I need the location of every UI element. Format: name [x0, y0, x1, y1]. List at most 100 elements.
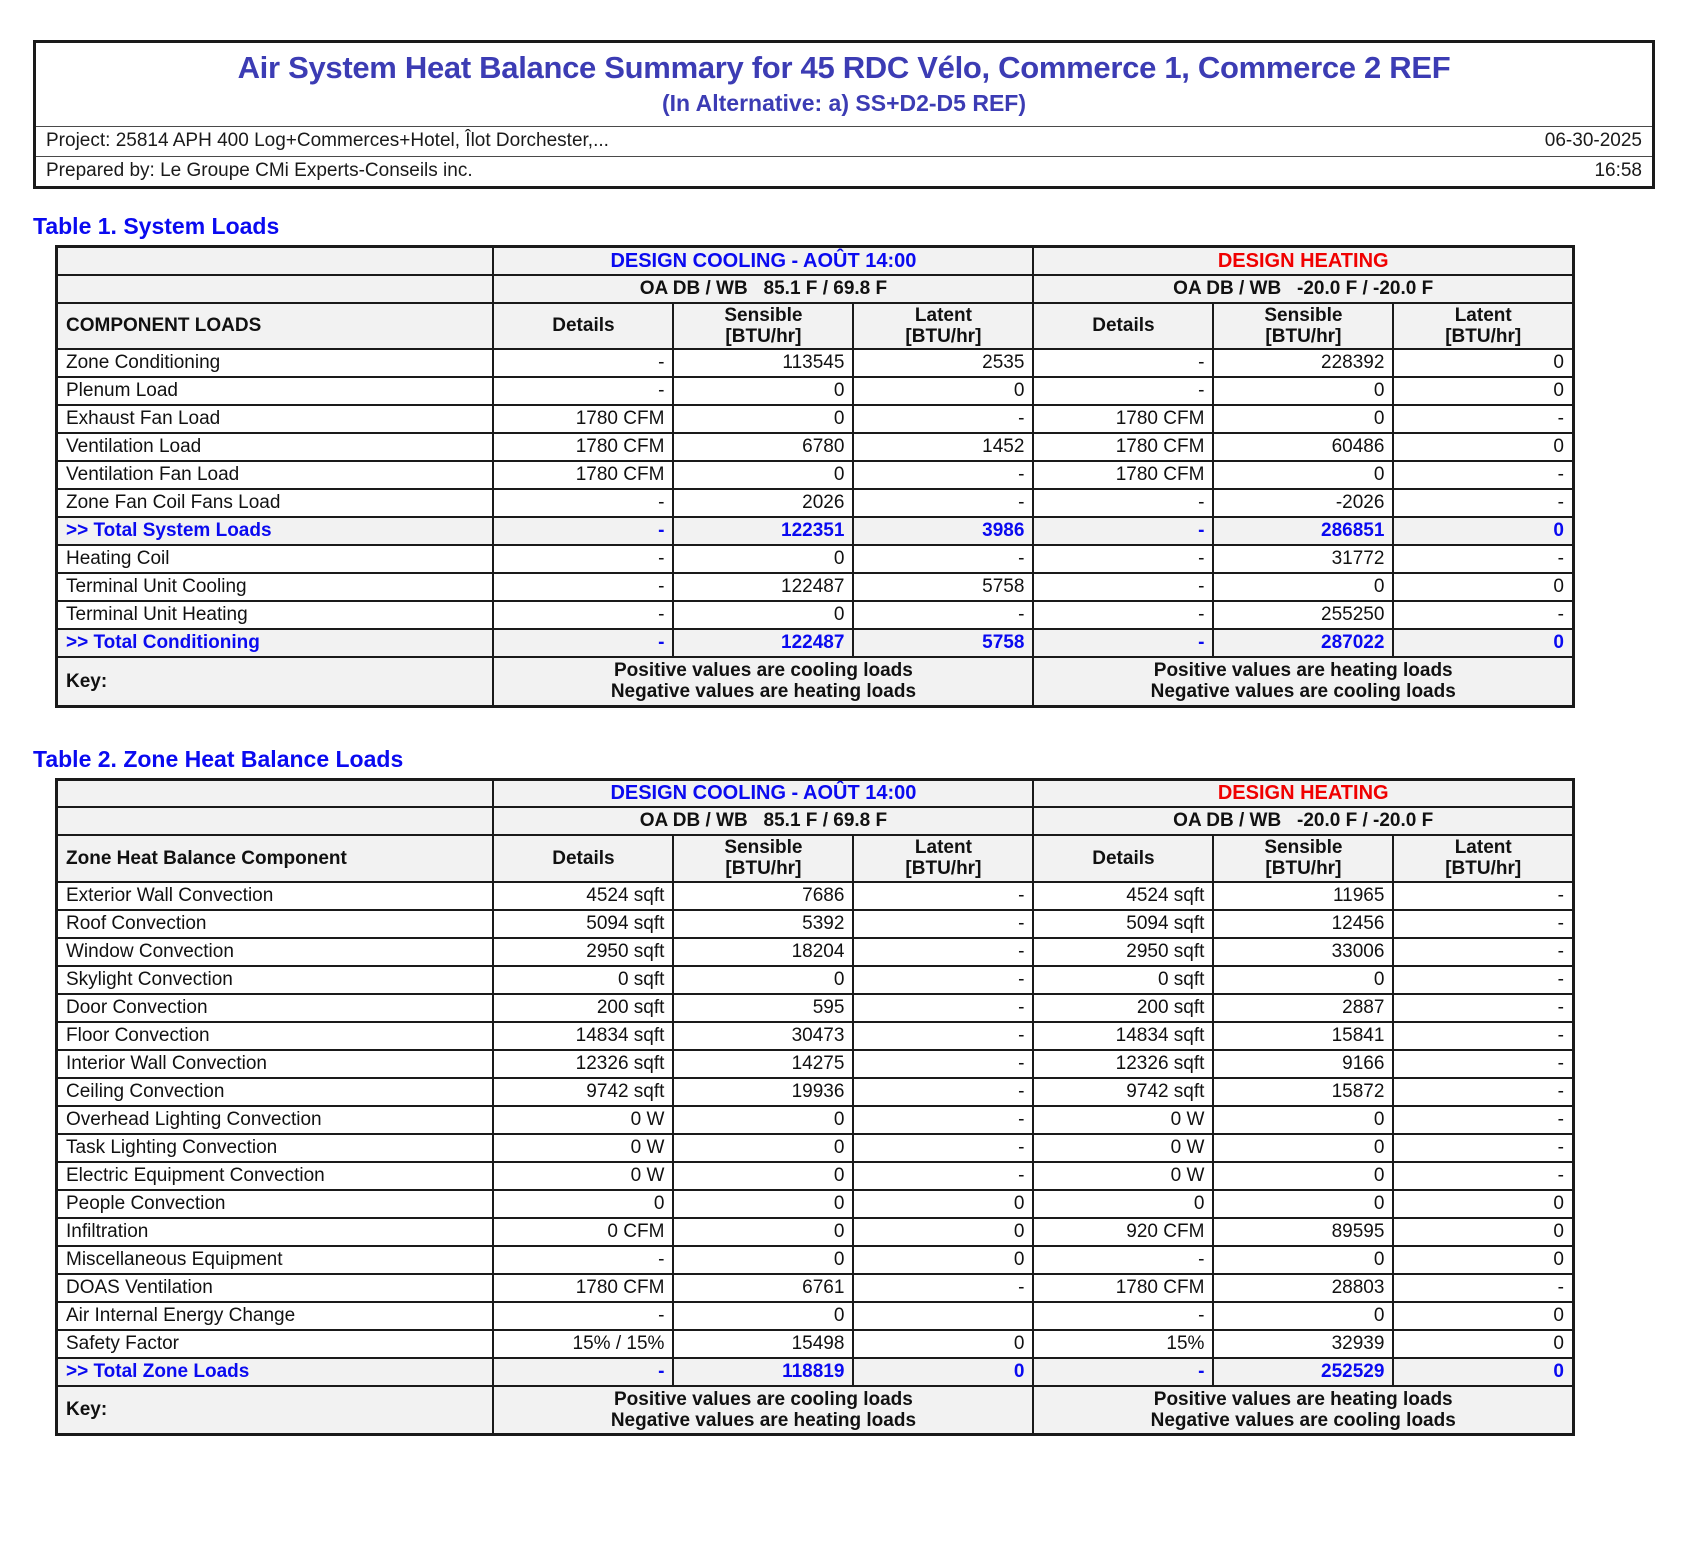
value-cell: 4524 sqft [492, 880, 675, 911]
value-cell: 0 [1212, 1300, 1395, 1331]
heating-key-text: Positive values are heating loads Negati… [1032, 1384, 1575, 1436]
value-cell: 0 [852, 1188, 1035, 1219]
value-cell: - [1032, 1244, 1215, 1275]
table-row: Window Convection 2950 sqft 18204-2950 sqf… [55, 936, 1575, 967]
value-cell: - [1392, 600, 1575, 631]
latent-column-header: Latent [BTU/hr] [1392, 834, 1575, 883]
value-cell: - [1392, 992, 1575, 1023]
value-cell: - [1032, 516, 1215, 547]
value-cell: 2950 sqft [1032, 936, 1215, 967]
table-row: Roof Convection 5094 sqft 5392-5094 sqft 12… [55, 908, 1575, 939]
value-cell: - [852, 1104, 1035, 1135]
value-cell: 0 W [492, 1104, 675, 1135]
value-cell: - [1392, 1272, 1575, 1303]
report-date: 06-30-2025 [1544, 130, 1642, 151]
value-cell: 1780 CFM [1032, 1272, 1215, 1303]
design-heating-header: DESIGN HEATING [1032, 778, 1575, 809]
value-cell: - [492, 1356, 675, 1387]
value-cell: 0 [672, 964, 855, 995]
value-cell: - [1032, 348, 1215, 379]
table-row: Heating Coil -0- -31772- [55, 544, 1575, 575]
value-cell: 122351 [672, 516, 855, 547]
value-cell: 0 [1212, 964, 1395, 995]
value-cell: 0 CFM [492, 1216, 675, 1247]
value-cell: - [852, 488, 1035, 519]
value-cell [852, 1300, 1035, 1331]
key-label: Key: [55, 656, 495, 708]
value-cell: 287022 [1212, 628, 1395, 659]
row-label: Door Convection [55, 992, 495, 1023]
value-cell: - [852, 880, 1035, 911]
row-label: Electric Equipment Convection [55, 1160, 495, 1191]
value-cell: 0 [852, 1216, 1035, 1247]
value-cell: - [492, 628, 675, 659]
project-label: Project: 25814 APH 400 Log+Commerces+Hot… [46, 130, 609, 151]
value-cell: - [852, 964, 1035, 995]
value-cell: - [1392, 1104, 1575, 1135]
value-cell: 5094 sqft [1032, 908, 1215, 939]
value-cell: - [1032, 376, 1215, 407]
value-cell: 0 [672, 1188, 855, 1219]
oa-header-row: OA DB / WB 85.1 F / 69.8 F OA DB / WB -2… [55, 273, 1575, 304]
value-cell: - [1392, 1076, 1575, 1107]
value-cell: 9742 sqft [492, 1076, 675, 1107]
table-row: Exhaust Fan Load 1780 CFM 0-1780 CFM 0- [55, 404, 1575, 435]
value-cell: 9166 [1212, 1048, 1395, 1079]
value-cell: - [852, 936, 1035, 967]
value-cell: - [852, 1132, 1035, 1163]
value-cell: 2026 [672, 488, 855, 519]
table-row: Terminal Unit Cooling -122487 5758-0 0 [55, 572, 1575, 603]
row-label: People Convection [55, 1188, 495, 1219]
value-cell: - [492, 348, 675, 379]
row-label: Air Internal Energy Change [55, 1300, 495, 1331]
value-cell: 5392 [672, 908, 855, 939]
value-cell: 0 [672, 1160, 855, 1191]
value-cell: - [852, 600, 1035, 631]
row-label: Exhaust Fan Load [55, 404, 495, 435]
value-cell: - [852, 1272, 1035, 1303]
sensible-column-header: Sensible [BTU/hr] [672, 834, 855, 883]
value-cell: 122487 [672, 572, 855, 603]
value-cell: - [1032, 488, 1215, 519]
value-cell: 0 [1212, 376, 1395, 407]
value-cell: - [852, 460, 1035, 491]
value-cell: - [1392, 1048, 1575, 1079]
value-cell: 0 [1392, 572, 1575, 603]
value-cell: 0 [1392, 1244, 1575, 1275]
blank-cell [55, 273, 495, 304]
value-cell: - [852, 1048, 1035, 1079]
row-label: Miscellaneous Equipment [55, 1244, 495, 1275]
value-cell: 15498 [672, 1328, 855, 1359]
row-label: >> Total Conditioning [55, 628, 495, 659]
total-row: >> Total Zone Loads -118819 0-252529 0 [55, 1356, 1575, 1387]
value-cell: 920 CFM [1032, 1216, 1215, 1247]
row-label: Floor Convection [55, 1020, 495, 1051]
value-cell: 9742 sqft [1032, 1076, 1215, 1107]
value-cell: 286851 [1212, 516, 1395, 547]
sensible-column-header: Sensible [BTU/hr] [1212, 834, 1395, 883]
total-row: >> Total System Loads -122351 3986-286851 0 [55, 516, 1575, 547]
latent-column-header: Latent [BTU/hr] [852, 834, 1035, 883]
value-cell: 0 [672, 404, 855, 435]
row-label: Roof Convection [55, 908, 495, 939]
season-header-row: DESIGN COOLING - AOÛT 14:00 DESIGN HEATI… [55, 245, 1575, 276]
season-header-row: DESIGN COOLING - AOÛT 14:00 DESIGN HEATI… [55, 778, 1575, 809]
value-cell: - [1032, 544, 1215, 575]
value-cell: - [1392, 460, 1575, 491]
table-row: DOAS Ventilation 1780 CFM 6761-1780 CFM 288… [55, 1272, 1575, 1303]
value-cell: 6780 [672, 432, 855, 463]
heating-oa-conditions: OA DB / WB -20.0 F / -20.0 F [1032, 806, 1575, 837]
value-cell: 1780 CFM [492, 432, 675, 463]
value-cell: - [1032, 628, 1215, 659]
table-row: Zone Conditioning -113545 2535-228392 0 [55, 348, 1575, 379]
value-cell: - [852, 1160, 1035, 1191]
value-cell: 0 [1212, 1244, 1395, 1275]
value-cell: 0 [852, 1356, 1035, 1387]
column-header-row: COMPONENT LOADS Details Sensible [BTU/hr… [55, 301, 1575, 351]
value-cell: 0 [672, 1300, 855, 1331]
table-row: Miscellaneous Equipment -0 0-0 0 [55, 1244, 1575, 1275]
cooling-oa-conditions: OA DB / WB 85.1 F / 69.8 F [492, 806, 1035, 837]
value-cell: 0 sqft [1032, 964, 1215, 995]
